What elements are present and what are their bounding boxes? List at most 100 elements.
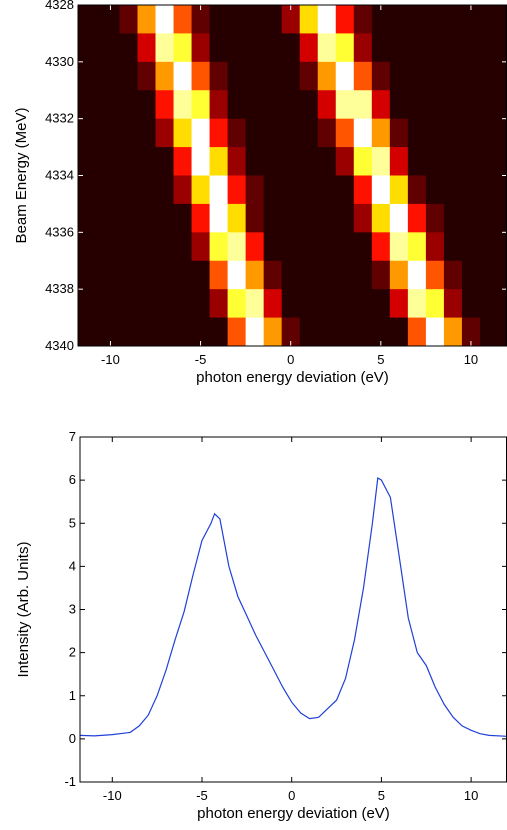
heatmap-cell [299, 260, 319, 290]
y-tick-label: 4338 [45, 281, 74, 296]
y-tick-label: -1 [64, 774, 76, 789]
heatmap-cell [371, 90, 391, 120]
y-tick-label: 0 [69, 731, 76, 746]
heatmap-cell [83, 260, 102, 290]
heatmap-cell [173, 317, 193, 347]
heatmap-cell [209, 147, 229, 176]
heatmap-cell [299, 90, 319, 120]
heatmap-cell [173, 175, 193, 205]
heatmap-cell [263, 317, 283, 347]
heatmap-cell [101, 203, 120, 233]
heatmap-cell [209, 5, 229, 34]
heatmap-cell [299, 5, 319, 34]
heatmap-cell [245, 147, 265, 176]
heatmap-cell [335, 33, 355, 63]
heatmap-cell [101, 147, 120, 176]
heatmap-cell [263, 118, 283, 148]
heatmap-cell [191, 5, 211, 34]
heatmap-cell [353, 90, 373, 120]
heatmap-cell [227, 33, 247, 63]
heatmap-cell [137, 147, 157, 176]
heatmap-cell [461, 175, 481, 205]
heatmap-cell [173, 33, 193, 63]
heatmap-cell [119, 147, 138, 176]
heatmap-cell [353, 175, 373, 205]
heatmap-cell [479, 147, 499, 176]
heatmap-cell [371, 175, 391, 205]
heatmap-cell [371, 317, 391, 347]
heatmap-cell [173, 260, 193, 290]
heatmap-cell [389, 61, 409, 91]
heatmap-cell [245, 317, 265, 347]
heatmap-cell [155, 232, 175, 262]
heatmap-cell [245, 175, 265, 205]
heatmap-cell [407, 61, 427, 91]
heatmap-cell [263, 175, 283, 205]
heatmap-cell [479, 232, 499, 262]
heatmap-cell [227, 175, 247, 205]
heatmap-cell [245, 203, 265, 233]
y-tick-label: 4328 [45, 0, 74, 12]
x-tick-label: -5 [196, 788, 208, 803]
heatmap-cell [281, 147, 301, 176]
heatmap-cell [335, 317, 355, 347]
heatmap-cell [335, 147, 355, 176]
heatmap-cell [137, 289, 157, 319]
heatmap-cell [137, 118, 157, 148]
heatmap-cell [173, 90, 193, 120]
heatmap-cell [83, 317, 102, 347]
heatmap-cell [101, 289, 120, 319]
heatmap-cell [353, 203, 373, 233]
heatmap-cell [119, 5, 138, 34]
heatmap-cell [335, 175, 355, 205]
heatmap-cell [209, 175, 229, 205]
heatmap-cell [389, 118, 409, 148]
heatmap-cell [191, 232, 211, 262]
heatmap-cell [83, 5, 102, 34]
heatmap-cell [335, 90, 355, 120]
heatmap-cell [83, 61, 102, 91]
heatmap-cell [245, 118, 265, 148]
heatmap-cell [281, 5, 301, 34]
heatmap-cell [425, 5, 445, 34]
heatmap-cell [317, 232, 337, 262]
heatmap-cell [137, 232, 157, 262]
heatmap-cell [443, 5, 463, 34]
heatmap-cell [101, 33, 120, 63]
heatmap-cell [281, 175, 301, 205]
x-tick-label: 0 [287, 352, 294, 367]
heatmap-cell [83, 175, 102, 205]
heatmap-cell [137, 61, 157, 91]
heatmap-cell [407, 260, 427, 290]
heatmap-cell [479, 260, 499, 290]
heatmap-cell [335, 232, 355, 262]
heatmap-cell [317, 33, 337, 63]
line-series [79, 477, 507, 737]
heatmap-cell [263, 289, 283, 319]
x-axis-label: photon energy deviation (eV) [196, 369, 389, 386]
heatmap-cell [281, 118, 301, 148]
heatmap-cell [281, 232, 301, 262]
y-tick-label: 2 [69, 645, 76, 660]
heatmap-cell [461, 260, 481, 290]
heatmap-cell [155, 147, 175, 176]
heatmap-cell [335, 203, 355, 233]
heatmap-cell [281, 33, 301, 63]
heatmap-cell [281, 61, 301, 91]
heatmap-cell [101, 61, 120, 91]
heatmap-cell [407, 289, 427, 319]
heatmap-cell [281, 289, 301, 319]
heatmap-cell [101, 118, 120, 148]
heatmap-cell [317, 203, 337, 233]
heatmap-cell [299, 61, 319, 91]
heatmap-cell [479, 317, 499, 347]
heatmap-cell [425, 203, 445, 233]
heatmap-cell [371, 118, 391, 148]
heatmap-cell [299, 289, 319, 319]
heatmap-cell [209, 90, 229, 120]
heatmap-cell [317, 61, 337, 91]
y-tick-label: 4334 [45, 168, 74, 183]
heatmap-cell [479, 118, 499, 148]
heatmap-cell [335, 5, 355, 34]
y-axis-label: Intensity (Arb. Units) [15, 542, 32, 678]
